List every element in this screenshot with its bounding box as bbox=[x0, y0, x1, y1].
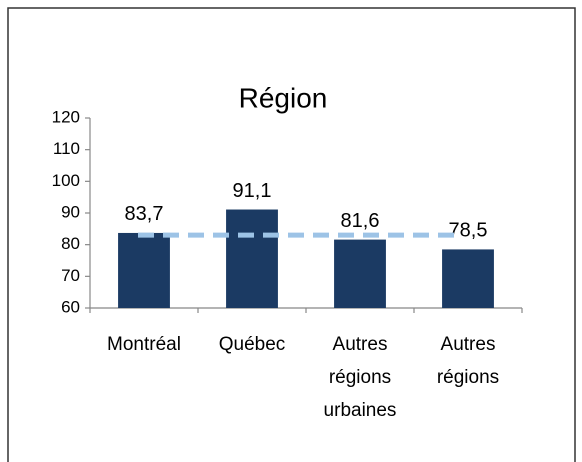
bar bbox=[334, 239, 386, 308]
bar bbox=[118, 232, 170, 308]
y-tick-label: 110 bbox=[53, 139, 80, 158]
x-tick-label: Montréal bbox=[107, 334, 181, 355]
bar bbox=[442, 249, 494, 308]
value-label: 78,5 bbox=[449, 220, 488, 242]
y-tick-label: 120 bbox=[52, 107, 80, 126]
x-tick-label: Autres régions bbox=[437, 334, 499, 388]
value-label: 81,6 bbox=[341, 210, 380, 232]
x-tick-label: Autres régions urbaines bbox=[324, 334, 397, 421]
value-label: 91,1 bbox=[233, 180, 272, 202]
x-tick-label: Québec bbox=[219, 334, 286, 355]
y-tick-label: 70 bbox=[61, 266, 80, 285]
y-tick-label: 90 bbox=[61, 202, 80, 221]
chart-title: Région bbox=[239, 82, 328, 113]
y-tick-label: 100 bbox=[52, 171, 80, 190]
y-tick-label: 80 bbox=[61, 234, 80, 253]
bar bbox=[226, 209, 278, 308]
y-tick-label: 60 bbox=[61, 297, 80, 316]
value-label: 83,7 bbox=[125, 203, 164, 225]
